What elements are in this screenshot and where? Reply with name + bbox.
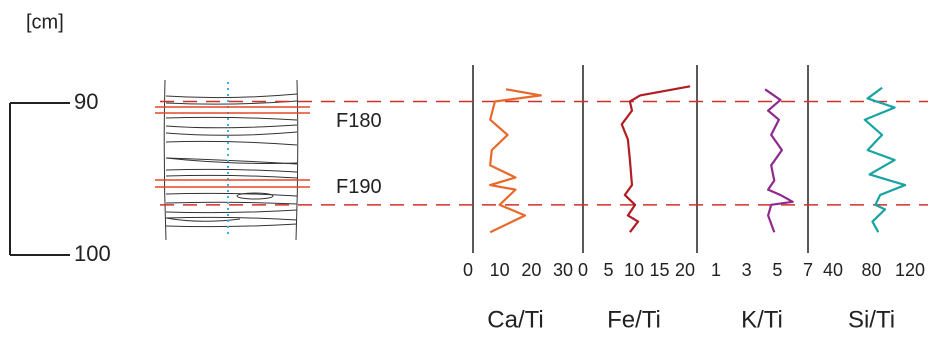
x-axis-label: Ca/Ti: [487, 306, 543, 333]
x-tick-label: 80: [861, 260, 881, 280]
x-tick-label: 0: [578, 260, 588, 280]
profile-line: [764, 88, 794, 233]
depth-unit: [cm]: [26, 11, 64, 33]
x-tick-label: 30: [553, 260, 573, 280]
x-tick-label: 10: [490, 260, 510, 280]
panel-borders: [472, 65, 809, 253]
x-tick-label: 1: [711, 260, 721, 280]
x-tick-label: 7: [803, 260, 813, 280]
x-tick-label: 20: [675, 260, 695, 280]
x-tick-label: 40: [823, 260, 843, 280]
x-tick-label: 3: [742, 260, 752, 280]
x-tick-label: 10: [624, 260, 644, 280]
profile-line: [489, 88, 542, 234]
x-axis-label: K/Ti: [741, 306, 783, 333]
depth-tick-label: 90: [74, 89, 98, 114]
x-tick-label: 0: [463, 260, 473, 280]
x-tick-label: 5: [603, 260, 613, 280]
profile-line: [620, 85, 691, 233]
x-tick-label: 5: [772, 260, 782, 280]
depth-tick-label: 100: [74, 241, 111, 266]
x-axis-label: Si/Ti: [848, 306, 895, 333]
x-tick-label: 120: [895, 260, 925, 280]
core-sketch: [155, 79, 310, 241]
profile-line: [863, 86, 907, 233]
horizon-label: F190: [336, 176, 382, 198]
x-axis-label: Fe/Ti: [607, 306, 661, 333]
x-tick-label: 20: [521, 260, 541, 280]
horizon-label: F180: [336, 110, 382, 132]
x-tick-label: 15: [649, 260, 669, 280]
